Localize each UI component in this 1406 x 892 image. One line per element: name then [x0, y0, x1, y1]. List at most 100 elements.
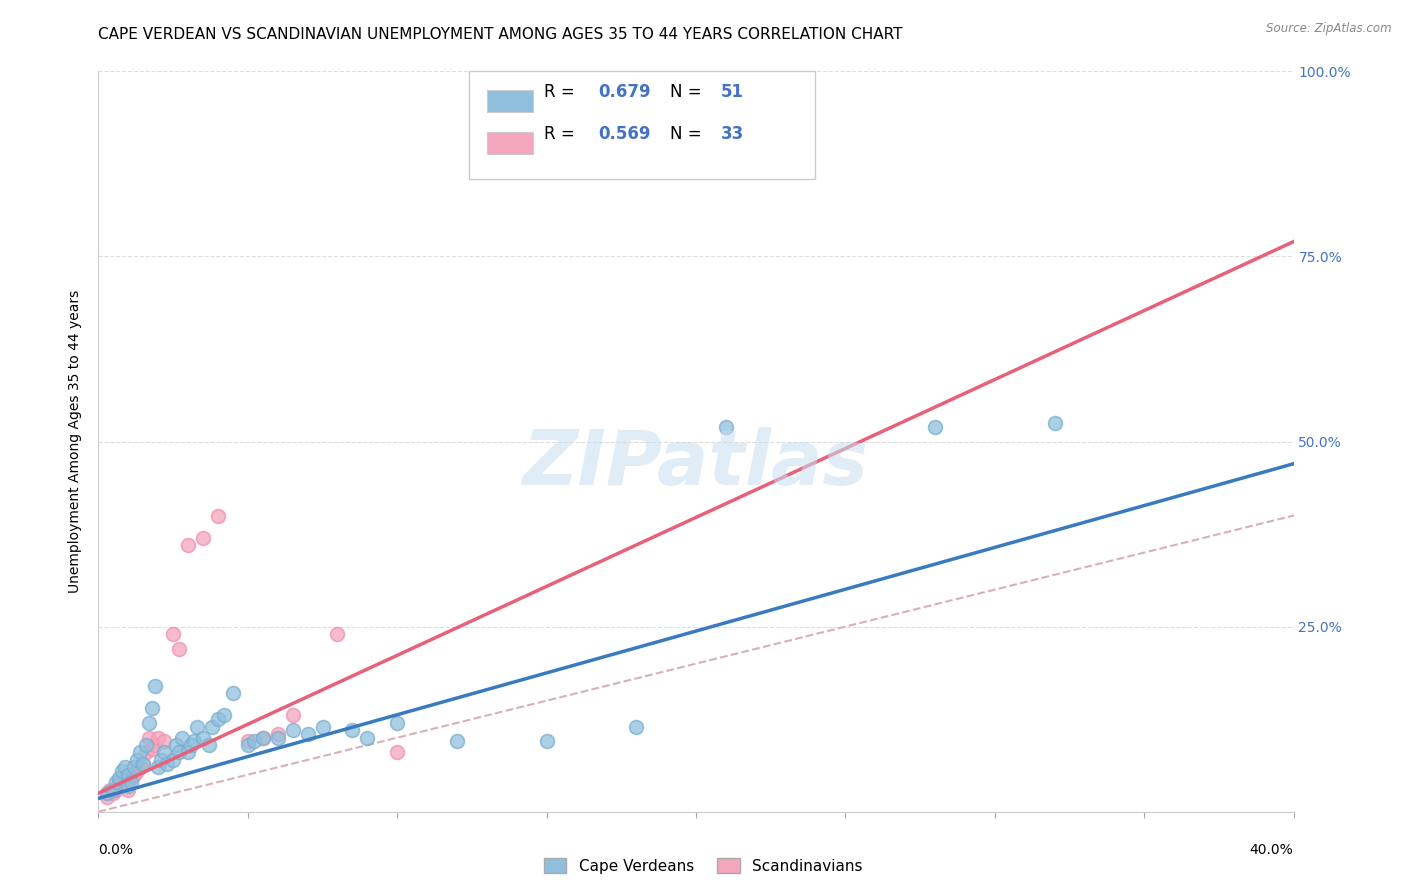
Text: 40.0%: 40.0% — [1250, 843, 1294, 857]
Point — [117, 767, 139, 781]
Point — [252, 731, 274, 745]
Point — [100, 782, 122, 797]
Text: N =: N = — [669, 125, 707, 144]
Point — [183, 734, 205, 748]
Point — [150, 753, 173, 767]
Point — [252, 731, 274, 745]
Point — [714, 419, 737, 434]
Point — [135, 738, 157, 752]
Point — [177, 538, 200, 552]
Point — [143, 679, 166, 693]
Point — [108, 775, 131, 789]
Point — [172, 731, 194, 745]
Point — [180, 738, 202, 752]
Point — [281, 708, 304, 723]
Point — [342, 723, 364, 738]
FancyBboxPatch shape — [486, 90, 533, 112]
Point — [132, 756, 155, 771]
Point — [127, 764, 149, 778]
Point — [162, 753, 184, 767]
Point — [167, 746, 190, 760]
Point — [236, 734, 259, 748]
Point — [124, 760, 146, 774]
Point — [103, 782, 125, 797]
Point — [105, 782, 128, 797]
Point — [96, 789, 118, 804]
Legend: Cape Verdeans, Scandinavians: Cape Verdeans, Scandinavians — [537, 852, 869, 880]
Point — [311, 720, 333, 734]
Point — [385, 715, 409, 730]
Point — [207, 508, 229, 523]
Point — [120, 775, 142, 789]
Text: 33: 33 — [721, 125, 744, 144]
Point — [446, 734, 468, 748]
Point — [297, 727, 319, 741]
Point — [162, 627, 184, 641]
Point — [222, 686, 245, 700]
Point — [156, 756, 179, 771]
Point — [281, 723, 304, 738]
Point — [153, 734, 176, 748]
Point — [129, 760, 152, 774]
Point — [143, 738, 166, 752]
Point — [127, 753, 149, 767]
Text: R =: R = — [544, 125, 581, 144]
Point — [132, 756, 155, 771]
Point — [655, 87, 678, 101]
FancyBboxPatch shape — [470, 71, 815, 178]
Point — [924, 419, 946, 434]
Point — [198, 738, 221, 752]
Point — [267, 727, 290, 741]
Point — [124, 767, 146, 781]
Point — [108, 772, 131, 786]
Text: 0.679: 0.679 — [598, 83, 651, 101]
Point — [138, 731, 160, 745]
Point — [120, 772, 142, 786]
Point — [111, 779, 134, 793]
Point — [626, 720, 648, 734]
Text: ZIPatlas: ZIPatlas — [523, 426, 869, 500]
Point — [186, 720, 208, 734]
Text: CAPE VERDEAN VS SCANDINAVIAN UNEMPLOYMENT AMONG AGES 35 TO 44 YEARS CORRELATION : CAPE VERDEAN VS SCANDINAVIAN UNEMPLOYMEN… — [98, 27, 903, 42]
Point — [243, 734, 266, 748]
Point — [96, 786, 118, 800]
Point — [117, 782, 139, 797]
Point — [111, 764, 134, 778]
Point — [267, 731, 290, 745]
Point — [201, 720, 224, 734]
Point — [153, 746, 176, 760]
Point — [177, 746, 200, 760]
Point — [385, 746, 409, 760]
Point — [148, 731, 170, 745]
Text: R =: R = — [544, 83, 581, 101]
Point — [356, 731, 378, 745]
Point — [141, 741, 163, 756]
Point — [191, 531, 214, 545]
Point — [236, 738, 259, 752]
Point — [114, 775, 136, 789]
Point — [1043, 416, 1066, 430]
Point — [141, 701, 163, 715]
FancyBboxPatch shape — [486, 132, 533, 154]
Text: 0.569: 0.569 — [598, 125, 651, 144]
Text: 51: 51 — [721, 83, 744, 101]
Y-axis label: Unemployment Among Ages 35 to 44 years: Unemployment Among Ages 35 to 44 years — [69, 290, 83, 593]
Point — [207, 712, 229, 726]
Point — [129, 746, 152, 760]
Point — [165, 738, 187, 752]
Point — [105, 775, 128, 789]
Point — [167, 641, 190, 656]
Point — [148, 760, 170, 774]
Point — [536, 734, 558, 748]
Point — [114, 760, 136, 774]
Point — [191, 731, 214, 745]
Point — [212, 708, 235, 723]
Point — [135, 746, 157, 760]
Point — [117, 779, 139, 793]
Text: N =: N = — [669, 83, 707, 101]
Point — [138, 715, 160, 730]
Text: 0.0%: 0.0% — [98, 843, 134, 857]
Point — [326, 627, 349, 641]
Point — [103, 786, 125, 800]
Text: Source: ZipAtlas.com: Source: ZipAtlas.com — [1267, 22, 1392, 36]
